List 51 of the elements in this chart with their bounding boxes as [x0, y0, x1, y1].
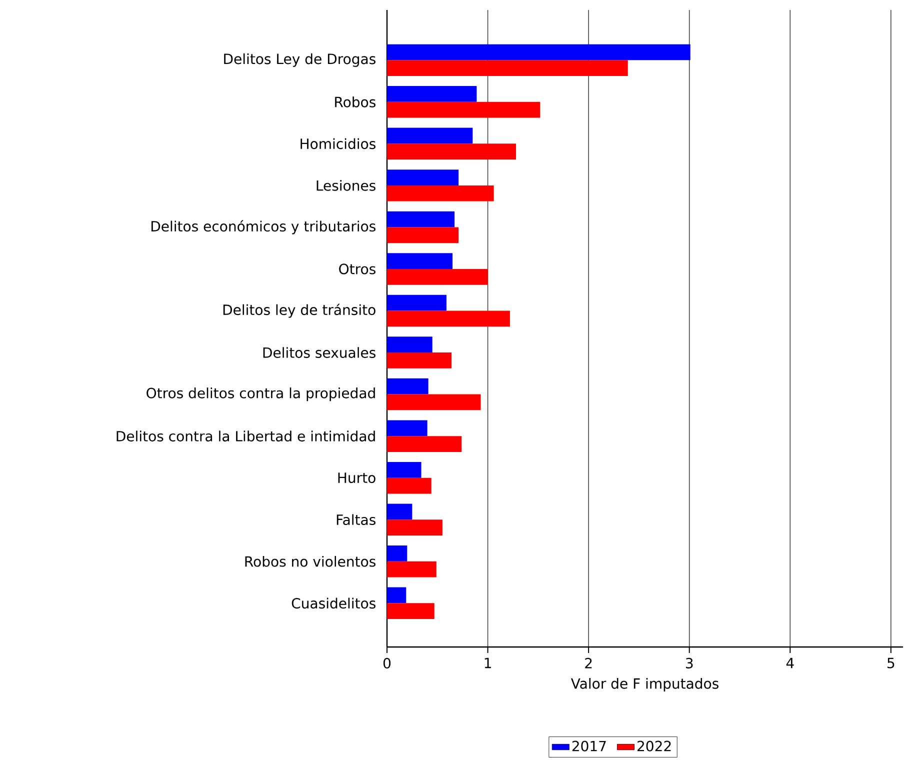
bar	[387, 128, 473, 144]
y-tick-label: Delitos sexuales	[263, 347, 376, 358]
y-tick-label: Delitos ley de tránsito	[223, 304, 376, 318]
bar	[387, 227, 459, 244]
bar	[387, 170, 459, 186]
bar	[387, 268, 488, 285]
bar	[387, 86, 477, 102]
y-tick-label: Delitos contra la Libertad e intimidad	[116, 430, 375, 442]
bar	[387, 294, 446, 311]
x-tick-label: 3	[686, 658, 693, 668]
y-tick-label: Hurto	[338, 472, 376, 484]
y-tick-label: Robos no violentos	[245, 556, 376, 567]
x-tick-label: 2	[585, 658, 592, 668]
bar	[387, 546, 408, 562]
bar	[387, 310, 510, 327]
bar	[387, 336, 432, 353]
bar	[387, 504, 412, 520]
bar	[387, 144, 516, 160]
bar	[387, 185, 494, 202]
x-tick-label: 5	[888, 658, 894, 668]
y-tick-label: Lesiones	[316, 180, 376, 191]
bar	[387, 394, 481, 410]
y-tick-label: Otros delitos contra la propiedad	[146, 388, 375, 402]
y-tick-label: Robos	[335, 96, 376, 108]
bar	[387, 561, 436, 578]
y-tick-label: Delitos Ley de Drogas	[224, 53, 376, 67]
bar	[387, 60, 628, 76]
bar	[387, 603, 434, 620]
bar	[387, 520, 442, 536]
y-tick-label: Faltas	[336, 514, 376, 526]
x-tick-label: 1	[484, 658, 491, 668]
bar	[387, 478, 432, 494]
y-tick-label: Otros	[339, 264, 376, 274]
bar	[387, 211, 455, 228]
bar	[387, 436, 462, 452]
x-tick-label: 0	[383, 658, 391, 668]
bar	[387, 44, 690, 60]
bar	[387, 420, 428, 436]
bar	[387, 352, 452, 368]
x-axis-title: Valor de F imputados	[570, 678, 718, 692]
bar	[387, 462, 422, 478]
bar	[387, 253, 453, 269]
legend-label: 2017	[572, 740, 606, 752]
bar	[387, 102, 540, 118]
bar	[387, 587, 406, 604]
y-tick-label: Cuasidelitos	[292, 598, 376, 609]
legend-label: 2022	[638, 740, 671, 752]
y-tick-label: Delitos económicos y tributarios	[151, 220, 376, 234]
bar	[387, 378, 428, 394]
x-tick-label: 4	[786, 658, 794, 668]
y-tick-label: Homicidios	[300, 138, 376, 150]
